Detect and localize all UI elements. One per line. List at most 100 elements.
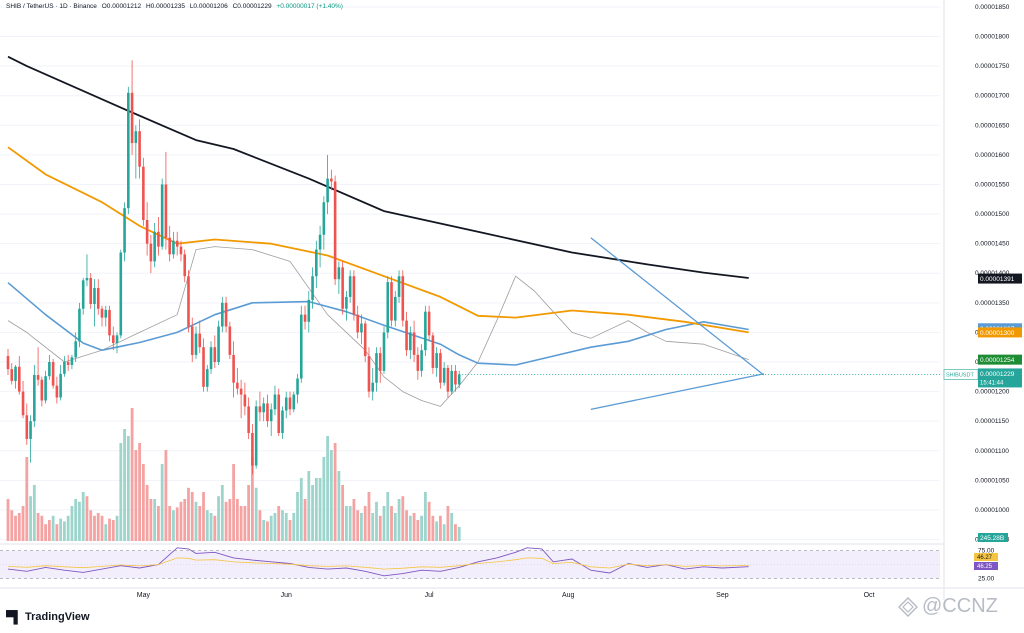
price-tick-label: 0.00001700 [975, 93, 1010, 100]
candle-body [202, 347, 205, 387]
volume-bar [442, 524, 446, 541]
candle-body [29, 421, 32, 439]
volume-bar [450, 513, 454, 541]
volume-bar [273, 513, 277, 541]
candle-body [153, 231, 156, 262]
candle-body [401, 276, 405, 321]
price-tag-label: 0.00001254 [980, 357, 1015, 364]
volume-bar [352, 499, 356, 541]
volume-bar [44, 524, 47, 541]
volume-bar [36, 513, 40, 541]
volume-bar [254, 487, 258, 541]
candle-body [269, 409, 273, 422]
candle-body [311, 276, 314, 300]
volume-bar [341, 485, 345, 541]
candle-body [348, 276, 352, 297]
volume-bar [345, 506, 348, 541]
volume-bar [390, 506, 393, 541]
rsi-pane: 75.00 25.00 46.27 46.25 [0, 543, 998, 583]
rsi-level-label: 25.00 [978, 576, 995, 583]
volume-bar [405, 510, 408, 541]
volume-bar [93, 515, 96, 541]
price-tick-label: 0.00001550 [975, 181, 1010, 188]
candle-body [232, 354, 235, 383]
candle-body [179, 246, 183, 255]
volume-bar [258, 510, 262, 541]
price-tick-label: 0.00001800 [975, 34, 1010, 41]
candle-body [420, 350, 423, 371]
rsi-value-label: 46.25 [977, 564, 993, 570]
candle-body [367, 356, 371, 392]
rsi-value-tag [974, 562, 998, 570]
volume-bar [367, 492, 371, 541]
volume-bar [439, 515, 442, 541]
volume-bar [220, 485, 224, 541]
tradingview-brand[interactable]: ▀▌ TradingView [6, 610, 90, 624]
candle-body [378, 353, 382, 371]
volume-bar [145, 485, 149, 541]
ohlc-open: O0.00001212 [101, 3, 142, 10]
symbol-header: SHIB / TetherUS · 1D · Binance O0.000012… [6, 3, 346, 10]
time-tick-label: May [137, 592, 151, 599]
time-axis[interactable]: May Jun Jul Aug Sep Oct [0, 587, 1024, 599]
candle-body [247, 406, 250, 434]
volume-bar [288, 520, 292, 541]
candle-body [81, 280, 85, 309]
volume-bar [371, 513, 375, 541]
candle-body [104, 309, 108, 318]
volume-bar [337, 471, 341, 541]
volume-bar [141, 464, 145, 541]
volume-bar [232, 464, 235, 541]
volume-bar [149, 499, 153, 541]
price-tag [978, 327, 1022, 338]
volume-bar [243, 506, 247, 541]
candle-body [457, 374, 461, 385]
volume-bar [318, 478, 322, 541]
volume-bar [126, 436, 130, 541]
volume-bar [299, 478, 303, 541]
volume-bar [393, 513, 397, 541]
volume-bar [277, 506, 281, 541]
volume-bar [408, 515, 412, 541]
volume-bar [172, 510, 175, 541]
volume-bar [63, 521, 66, 541]
candle-body [416, 354, 420, 371]
candle-body [382, 332, 386, 371]
volume-bar [134, 450, 138, 541]
volume-bar [420, 515, 423, 541]
price-tick-label: 0.00001000 [975, 507, 1010, 514]
volume-bar [29, 496, 32, 541]
volume-tag [978, 533, 1008, 542]
candle-body [145, 219, 149, 244]
volume-bar [96, 513, 100, 541]
price-axis[interactable]: 0.00001850 0.00001800 0.00001750 0.00001700… [943, 0, 1010, 600]
ccnz-watermark: @CCNZ [898, 595, 998, 618]
candle-body [89, 277, 93, 305]
volume-bar [183, 499, 187, 541]
volume-bar [262, 520, 266, 541]
volume-bar [284, 513, 288, 541]
candle-body [299, 314, 303, 379]
candle-body [119, 252, 123, 336]
candle-body [108, 309, 111, 336]
candle-body [277, 394, 281, 434]
candle-body [209, 347, 213, 370]
volume-bar [427, 501, 431, 541]
time-tick-label: Oct [864, 592, 875, 599]
time-tick-label: Jun [281, 592, 292, 599]
volume-bar [363, 506, 367, 541]
candle-body [205, 369, 209, 387]
candle-body [111, 335, 115, 344]
candle-body [187, 276, 190, 327]
volume-bar [314, 478, 318, 541]
candle-body [142, 166, 145, 220]
volume-bar [6, 499, 10, 541]
candle-body [393, 296, 397, 321]
time-tick-label: Sep [716, 592, 729, 599]
volume-bar [115, 515, 119, 541]
ohlc-change: +0.00000017 (+1.40%) [276, 3, 343, 10]
candle-body [183, 254, 187, 277]
candle-body [442, 367, 446, 383]
candle-body [221, 302, 224, 327]
